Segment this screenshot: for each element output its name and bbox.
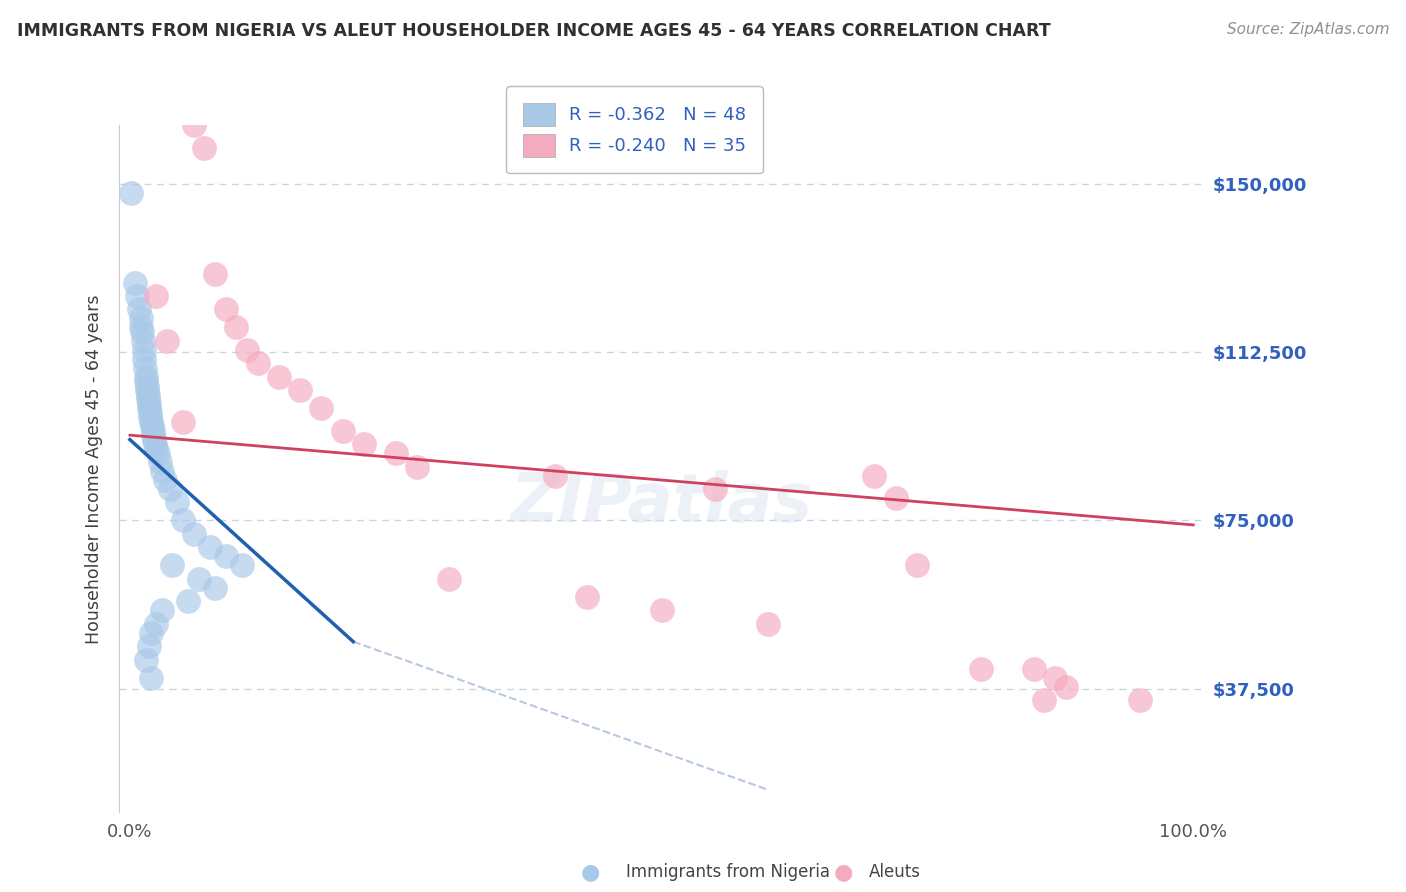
Point bbox=[1054, 680, 1077, 694]
Point bbox=[159, 482, 181, 496]
Point bbox=[134, 360, 156, 375]
Point bbox=[136, 388, 159, 402]
Point bbox=[141, 415, 163, 429]
Text: Immigrants from Nigeria: Immigrants from Nigeria bbox=[626, 863, 830, 881]
Point bbox=[204, 581, 226, 595]
Point bbox=[236, 343, 259, 357]
Point bbox=[311, 401, 333, 416]
Point bbox=[145, 442, 167, 456]
Point bbox=[1022, 662, 1045, 676]
Point bbox=[214, 302, 236, 317]
Point bbox=[143, 433, 166, 447]
Point bbox=[120, 186, 142, 200]
Point bbox=[544, 468, 567, 483]
Point bbox=[156, 334, 179, 348]
Point bbox=[135, 384, 157, 398]
Point bbox=[198, 541, 221, 555]
Legend: R = -0.362   N = 48, R = -0.240   N = 35: R = -0.362 N = 48, R = -0.240 N = 35 bbox=[506, 87, 762, 173]
Point bbox=[188, 572, 211, 586]
Point bbox=[1043, 671, 1066, 685]
Point bbox=[172, 513, 194, 527]
Point bbox=[406, 459, 429, 474]
Point bbox=[267, 369, 290, 384]
Point bbox=[193, 141, 215, 155]
Point bbox=[177, 87, 200, 101]
Point bbox=[135, 652, 157, 666]
Point bbox=[141, 671, 163, 685]
Point bbox=[135, 374, 157, 388]
Point bbox=[166, 495, 188, 509]
Point bbox=[145, 289, 167, 303]
Point bbox=[131, 325, 153, 339]
Point bbox=[132, 351, 155, 366]
Point bbox=[124, 276, 146, 290]
Point bbox=[138, 639, 160, 653]
Point bbox=[141, 625, 163, 640]
Text: ●: ● bbox=[834, 863, 853, 882]
Point bbox=[183, 119, 205, 133]
Point bbox=[127, 289, 149, 303]
Point bbox=[138, 401, 160, 416]
Point bbox=[172, 415, 194, 429]
Point bbox=[135, 369, 157, 384]
Point bbox=[204, 267, 226, 281]
Point bbox=[884, 491, 907, 505]
Point bbox=[651, 603, 673, 617]
Point bbox=[353, 437, 375, 451]
Point bbox=[437, 572, 460, 586]
Point bbox=[162, 558, 184, 573]
Point bbox=[905, 558, 928, 573]
Y-axis label: Householder Income Ages 45 - 64 years: Householder Income Ages 45 - 64 years bbox=[86, 294, 103, 643]
Text: ●: ● bbox=[581, 863, 600, 882]
Point bbox=[288, 384, 311, 398]
Point bbox=[214, 549, 236, 564]
Point bbox=[332, 424, 354, 438]
Point bbox=[129, 311, 152, 326]
Point bbox=[576, 590, 599, 604]
Text: ZIPatlas: ZIPatlas bbox=[510, 470, 813, 536]
Point bbox=[142, 428, 165, 442]
Point bbox=[145, 616, 167, 631]
Point bbox=[150, 603, 173, 617]
Point bbox=[162, 64, 184, 78]
Point bbox=[231, 558, 253, 573]
Point bbox=[131, 334, 153, 348]
Point bbox=[139, 406, 162, 420]
Point bbox=[1129, 693, 1152, 707]
Text: IMMIGRANTS FROM NIGERIA VS ALEUT HOUSEHOLDER INCOME AGES 45 - 64 YEARS CORRELATI: IMMIGRANTS FROM NIGERIA VS ALEUT HOUSEHO… bbox=[17, 22, 1050, 40]
Point bbox=[177, 594, 200, 608]
Point bbox=[146, 446, 169, 460]
Point bbox=[141, 419, 163, 434]
Point bbox=[1033, 693, 1056, 707]
Point bbox=[138, 397, 160, 411]
Point bbox=[132, 343, 155, 357]
Text: Aleuts: Aleuts bbox=[869, 863, 921, 881]
Point bbox=[128, 302, 150, 317]
Point bbox=[142, 424, 165, 438]
Point bbox=[703, 482, 725, 496]
Point bbox=[225, 320, 247, 334]
Point bbox=[756, 616, 779, 631]
Point bbox=[384, 446, 406, 460]
Text: Source: ZipAtlas.com: Source: ZipAtlas.com bbox=[1226, 22, 1389, 37]
Point bbox=[150, 464, 173, 478]
Point bbox=[149, 455, 172, 469]
Point bbox=[246, 356, 269, 370]
Point bbox=[863, 468, 886, 483]
Point bbox=[129, 320, 152, 334]
Point bbox=[183, 527, 205, 541]
Point bbox=[135, 378, 157, 392]
Point bbox=[153, 473, 176, 487]
Point bbox=[136, 392, 159, 407]
Point bbox=[139, 410, 162, 425]
Point bbox=[145, 437, 167, 451]
Point bbox=[969, 662, 991, 676]
